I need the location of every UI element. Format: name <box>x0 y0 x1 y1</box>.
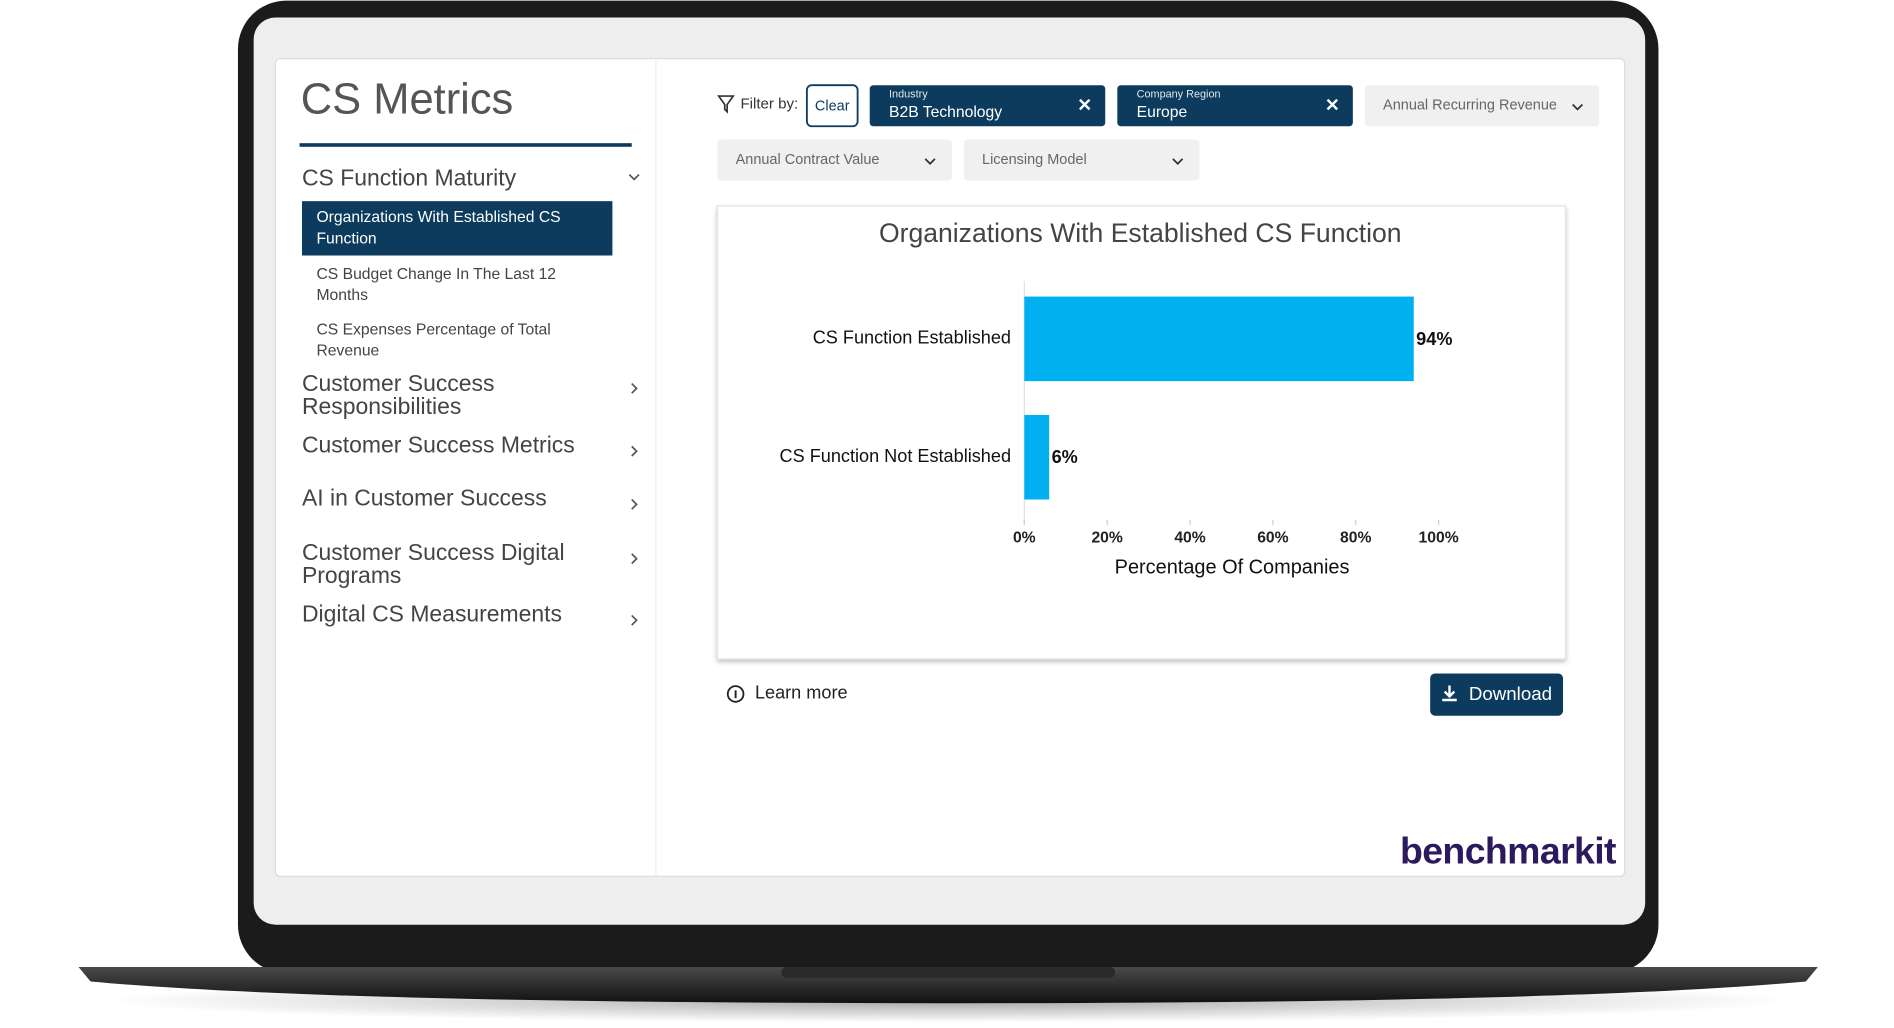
chevron-down[interactable] <box>628 173 640 181</box>
nav-item[interactable]: Function <box>316 230 376 247</box>
download-button[interactable] <box>1430 673 1564 716</box>
nav-section[interactable]: Customer Success Metrics <box>302 431 575 457</box>
x-tick-label: 100% <box>1419 529 1459 546</box>
filter-dropdown[interactable] <box>963 139 1200 181</box>
nav-item-active[interactable] <box>301 201 613 256</box>
dropdown-label[interactable]: Annual Contract Value <box>736 152 880 168</box>
x-tick-label: 60% <box>1257 529 1288 546</box>
logo: benchmarkit <box>1400 829 1617 871</box>
chip-remove[interactable] <box>1079 98 1091 111</box>
x-tick-label: 0% <box>1013 529 1036 546</box>
chip-name: Company Region <box>1137 89 1221 101</box>
category-label: CS Function Not Established <box>780 446 1012 466</box>
laptop-notch <box>781 966 1115 978</box>
filter-dropdown[interactable] <box>1364 85 1600 127</box>
nav-item[interactable]: CS Expenses Percentage of Total <box>316 322 550 339</box>
bar <box>1024 296 1414 382</box>
sidebar-title: CS Metrics <box>301 76 514 124</box>
nav-section[interactable]: AI in Customer Success <box>302 485 547 511</box>
chip-name: Industry <box>889 89 928 101</box>
value-label: 6% <box>1052 447 1078 467</box>
learn-more-link[interactable]: Learn more <box>755 683 848 703</box>
chart-card <box>716 205 1567 660</box>
laptop-base <box>78 966 1818 1004</box>
chevron-right[interactable] <box>631 445 638 457</box>
nav-section[interactable]: Programs <box>302 562 401 588</box>
clear-button-label[interactable]: Clear <box>815 99 850 115</box>
download-button-label[interactable]: Download <box>1469 683 1552 704</box>
nav-item[interactable]: CS Budget Change In The Last 12 <box>316 266 556 283</box>
chevron-right[interactable] <box>631 553 638 565</box>
filter-chip[interactable] <box>1117 85 1353 127</box>
dropdown-label[interactable]: Licensing Model <box>982 152 1087 168</box>
chart-title: Organizations With Established CS Functi… <box>879 218 1402 248</box>
info-icon[interactable] <box>726 685 745 703</box>
download-icon <box>1442 685 1457 702</box>
nav-item[interactable]: Organizations With Established CS <box>316 209 560 226</box>
bar <box>1024 414 1050 500</box>
nav-section[interactable]: Digital CS Measurements <box>302 601 562 627</box>
category-label: CS Function Established <box>813 328 1011 348</box>
chip-value: Europe <box>1137 104 1188 121</box>
chevron-right[interactable] <box>631 382 638 394</box>
nav-section[interactable]: Customer Success Digital <box>302 539 565 565</box>
value-label: 94% <box>1416 329 1452 349</box>
x-tick-label: 40% <box>1174 529 1205 546</box>
x-axis-title: Percentage Of Companies <box>1115 557 1350 579</box>
x-tick-label: 20% <box>1091 529 1122 546</box>
filter-icon <box>717 95 735 114</box>
nav-item[interactable]: Revenue <box>316 343 379 360</box>
chip-remove[interactable] <box>1326 98 1339 111</box>
title-underline <box>299 143 632 147</box>
nav-section[interactable]: Customer Success <box>302 370 494 396</box>
filter-dropdown[interactable] <box>717 139 952 181</box>
filter-chip[interactable] <box>869 85 1106 127</box>
nav-item[interactable]: Months <box>316 287 368 304</box>
nav-section[interactable]: CS Function Maturity <box>302 164 517 190</box>
nav-section[interactable]: Responsibilities <box>302 393 461 419</box>
chip-value: B2B Technology <box>889 104 1002 121</box>
chevron-right[interactable] <box>631 498 638 510</box>
x-tick-label: 80% <box>1340 529 1371 546</box>
filter-label: Filter by: <box>740 96 798 113</box>
clear-button[interactable] <box>805 84 859 128</box>
dropdown-arrow <box>1172 158 1184 165</box>
dropdown-arrow <box>1572 103 1584 111</box>
dropdown-arrow <box>924 158 936 165</box>
dropdown-label[interactable]: Annual Recurring Revenue <box>1383 98 1557 114</box>
chevron-right[interactable] <box>631 614 638 626</box>
